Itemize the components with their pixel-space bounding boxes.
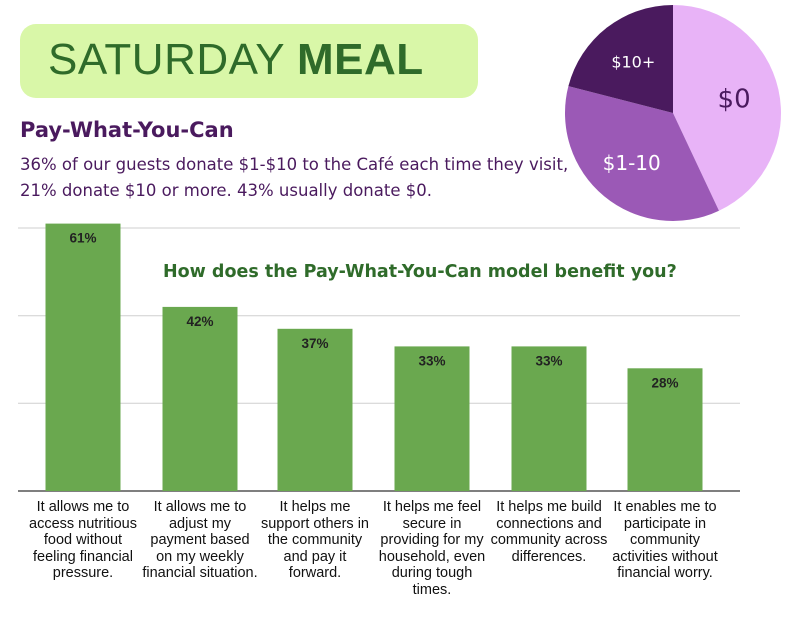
bar-data-label: 61%	[69, 231, 96, 246]
bar	[511, 346, 587, 491]
bar-chart-title: How does the Pay-What-You-Can model bene…	[163, 262, 677, 282]
category-label: It helps me support others in the commun…	[260, 499, 369, 581]
bar-data-label: 33%	[535, 353, 562, 368]
bar	[45, 223, 121, 491]
bar	[394, 346, 470, 491]
pie-slice	[564, 86, 719, 221]
category-label: It enables me to participate in communit…	[612, 499, 718, 581]
category-label: It helps me feel secure in providing for…	[378, 499, 486, 598]
category-label: It helps me build connections and commun…	[490, 499, 608, 565]
section-subtitle: Pay-What-You-Can	[20, 118, 234, 142]
bar	[162, 306, 238, 491]
bar	[277, 328, 353, 491]
bar-data-label: 28%	[651, 375, 678, 390]
title-banner	[20, 24, 478, 98]
pie-slice-label: $10+	[611, 52, 655, 71]
category-label: It allows me to adjust my payment based …	[142, 499, 258, 581]
bar-data-label: 33%	[418, 353, 445, 368]
pie-slice	[568, 5, 673, 113]
pie-slice	[673, 5, 781, 211]
pie-slice-label: $1-10	[603, 151, 661, 175]
bar-data-label: 42%	[186, 314, 213, 329]
donation-description: 36% of our guests donate $1-$10 to the C…	[20, 155, 569, 200]
page-title: SATURDAY MEAL	[48, 35, 424, 84]
bar-data-label: 37%	[301, 336, 328, 351]
pie-slice-label: $0	[718, 84, 751, 114]
category-label: It allows me to access nutritious food w…	[29, 499, 137, 581]
bar	[627, 368, 703, 491]
